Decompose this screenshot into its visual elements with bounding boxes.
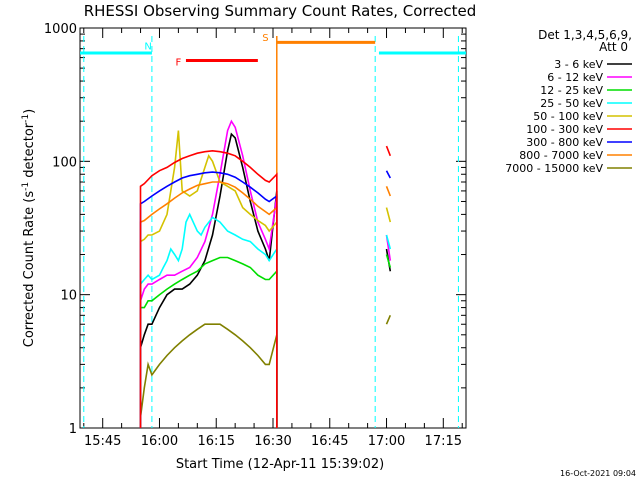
chart-title: RHESSI Observing Summary Count Rates, Co… <box>84 2 477 20</box>
x-tick-label: 16:45 <box>311 434 348 449</box>
y-axis-label-main: Corrected Count Rate (s <box>22 191 37 348</box>
y-tick-label: 1000 <box>44 22 77 37</box>
series-line <box>385 314 392 325</box>
series-line <box>139 256 278 428</box>
y-tick-label: 1 <box>69 422 77 437</box>
series-line <box>385 234 392 250</box>
legend-label: 300 - 800 keV <box>526 136 603 149</box>
series-line <box>385 186 392 197</box>
x-tick-label: 15:45 <box>84 434 121 449</box>
annotation-f: F <box>176 58 182 69</box>
annotation-n: N <box>144 41 151 52</box>
y-tick-label: 100 <box>52 155 77 170</box>
legend-header-line-1: Det 1,3,4,5,6,9, <box>538 28 632 42</box>
y-axis-ticks: 1 10 100 1000 <box>44 22 466 437</box>
y-axis-label-mid: detector <box>22 122 37 182</box>
legend-label: 50 - 100 keV <box>533 110 603 123</box>
series-line <box>139 212 278 428</box>
series-line <box>385 145 392 157</box>
legend-label: 800 - 7000 keV <box>519 149 603 162</box>
annotation-s: S <box>262 33 268 44</box>
series-line <box>139 323 278 428</box>
series-line <box>139 130 278 428</box>
y-axis-label-sup2: -1 <box>21 114 31 123</box>
y-axis-label: Corrected Count Rate (s-1 detector-1) <box>21 109 37 347</box>
y-axis-label-sup1: -1 <box>21 182 31 191</box>
legend-label: 7000 - 15000 keV <box>505 162 603 175</box>
series-line <box>139 132 278 428</box>
timestamp: 16-Oct-2021 09:04 <box>560 469 636 478</box>
x-tick-label: 16:15 <box>198 434 235 449</box>
series-lines <box>139 119 392 428</box>
legend-label: 6 - 12 keV <box>547 71 603 84</box>
series-line <box>139 181 278 428</box>
series-line <box>385 254 392 268</box>
legend-label: 12 - 25 keV <box>540 84 603 97</box>
x-tick-label: 16:30 <box>254 434 291 449</box>
x-tick-label: 17:00 <box>368 434 405 449</box>
series-line <box>139 149 278 428</box>
series-line <box>385 207 392 223</box>
legend-label: 3 - 6 keV <box>554 58 603 71</box>
y-tick-label: 10 <box>60 289 77 304</box>
x-tick-label: 17:15 <box>425 434 462 449</box>
legend-header-line-2: Att 0 <box>599 40 628 54</box>
series-line <box>385 170 392 179</box>
legend-label: 25 - 50 keV <box>540 97 603 110</box>
legend-label: 100 - 300 keV <box>526 123 603 136</box>
y-axis-label-end: ) <box>22 109 37 114</box>
series-line <box>139 119 278 428</box>
series-line <box>139 171 278 428</box>
x-axis-label: Start Time (12-Apr-11 15:39:02) <box>176 457 384 472</box>
x-tick-label: 16:00 <box>141 434 178 449</box>
plot-area: 1 10 100 1000 15:45 16:00 16:15 16:30 16:45 17:0… <box>44 22 467 449</box>
x-axis-ticks: 15:45 16:00 16:15 16:30 16:45 17:00 17:15 <box>83 28 463 449</box>
